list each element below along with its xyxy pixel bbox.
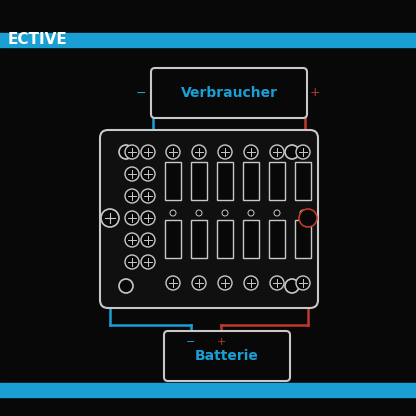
Circle shape	[274, 210, 280, 216]
Circle shape	[141, 255, 155, 269]
Circle shape	[141, 189, 155, 203]
FancyBboxPatch shape	[151, 68, 307, 118]
Circle shape	[141, 233, 155, 247]
Text: +: +	[216, 337, 226, 347]
Circle shape	[218, 276, 232, 290]
Circle shape	[101, 209, 119, 227]
Circle shape	[119, 145, 133, 159]
Bar	[212, 335, 230, 349]
Circle shape	[125, 145, 139, 159]
Circle shape	[166, 276, 180, 290]
Text: Verbraucher: Verbraucher	[181, 86, 277, 100]
Circle shape	[285, 145, 299, 159]
Text: +: +	[310, 87, 320, 99]
Bar	[191, 162, 207, 200]
Circle shape	[218, 145, 232, 159]
Bar	[165, 220, 181, 258]
Circle shape	[244, 276, 258, 290]
Circle shape	[192, 145, 206, 159]
Circle shape	[119, 279, 133, 293]
Circle shape	[244, 145, 258, 159]
Bar	[217, 162, 233, 200]
Circle shape	[141, 145, 155, 159]
Circle shape	[170, 210, 176, 216]
Circle shape	[125, 233, 139, 247]
Circle shape	[296, 276, 310, 290]
Bar	[269, 162, 285, 200]
Bar	[0, 33, 416, 47]
Circle shape	[125, 211, 139, 225]
Circle shape	[299, 209, 317, 227]
Circle shape	[270, 276, 284, 290]
Bar	[165, 162, 181, 200]
Circle shape	[285, 279, 299, 293]
Bar	[243, 162, 259, 200]
Bar	[295, 162, 311, 200]
Circle shape	[248, 210, 254, 216]
FancyBboxPatch shape	[164, 331, 290, 381]
Circle shape	[141, 211, 155, 225]
Circle shape	[196, 210, 202, 216]
Circle shape	[125, 255, 139, 269]
Text: Batterie: Batterie	[195, 349, 259, 363]
Circle shape	[296, 145, 310, 159]
Circle shape	[300, 210, 306, 216]
FancyBboxPatch shape	[100, 130, 318, 308]
Circle shape	[222, 210, 228, 216]
Circle shape	[141, 167, 155, 181]
Text: −: −	[186, 337, 196, 347]
Bar	[295, 220, 311, 258]
Text: ECTIVE: ECTIVE	[8, 32, 68, 47]
Bar	[217, 220, 233, 258]
Circle shape	[125, 167, 139, 181]
Bar	[0, 383, 416, 397]
Circle shape	[270, 145, 284, 159]
Circle shape	[192, 276, 206, 290]
Circle shape	[166, 145, 180, 159]
Bar	[243, 220, 259, 258]
Bar	[191, 220, 207, 258]
Bar	[182, 335, 200, 349]
Text: −: −	[136, 87, 146, 99]
Bar	[269, 220, 285, 258]
Circle shape	[125, 189, 139, 203]
